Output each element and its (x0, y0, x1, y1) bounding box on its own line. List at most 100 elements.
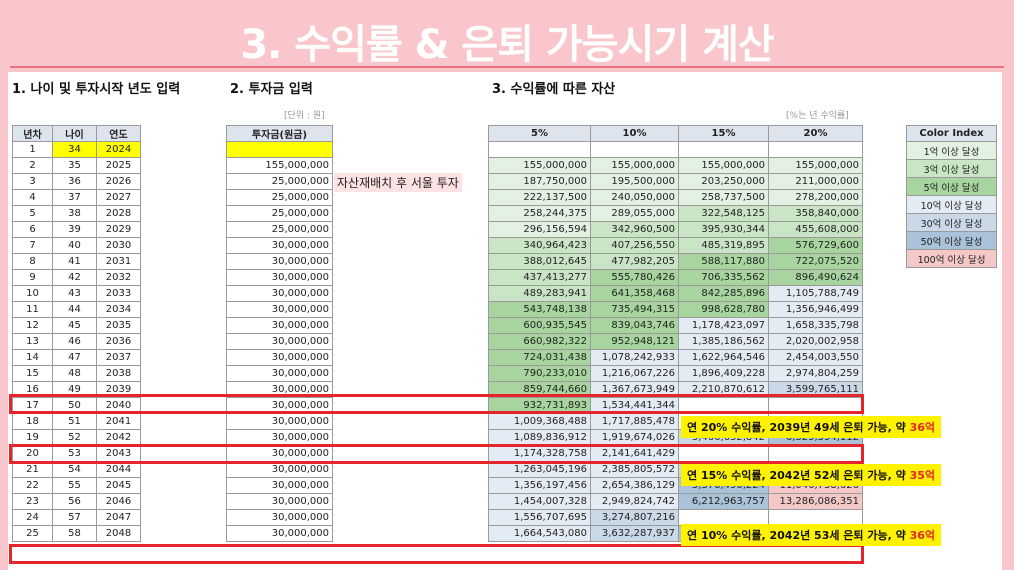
asset-cell-v15: 1,178,423,097 (678, 317, 769, 334)
section-2-title: 2. 투자금 입력 (230, 82, 313, 97)
age-cell: 42 (52, 269, 97, 286)
asset-cell-v20: 1,105,788,749 (768, 285, 863, 302)
year-index-cell: 24 (12, 509, 53, 526)
color-index-item: 50억 이상 달성 (906, 231, 997, 250)
table-row: 19 52 2042 (12, 429, 141, 446)
asset-cell-v5: 187,750,000 (488, 173, 591, 190)
table-row: 296,156,594 342,960,500 395,930,344 455,608… (488, 221, 863, 238)
asset-cell-v10: 477,982,205 (590, 253, 679, 270)
year-cell: 2047 (96, 509, 141, 526)
investment-cell: 30,000,000 (226, 365, 333, 382)
age-cell: 51 (52, 413, 97, 430)
age-cell: 56 (52, 493, 97, 510)
table-row: 13 46 2036 (12, 333, 141, 350)
asset-cell-v10: 342,960,500 (590, 221, 679, 238)
asset-cell-v10: 195,500,000 (590, 173, 679, 190)
asset-cell-v5: 724,031,438 (488, 349, 591, 366)
investment-cell: 155,000,000 (226, 157, 333, 174)
asset-cell-v5: 1,356,197,456 (488, 477, 591, 494)
table-row: 30,000,000 (226, 509, 333, 526)
asset-cell-v15 (678, 445, 769, 462)
color-index-row: 10억 이상 달성 (906, 195, 997, 214)
table-row: 1,174,328,758 2,141,641,429 (488, 445, 863, 462)
color-index-item: 3억 이상 달성 (906, 159, 997, 178)
year-index-cell: 10 (12, 285, 53, 302)
year-index-cell: 7 (12, 237, 53, 254)
year-cell: 2026 (96, 173, 141, 190)
investment-cell (226, 141, 333, 158)
asset-cell-v5: 296,156,594 (488, 221, 591, 238)
year-index-cell: 11 (12, 301, 53, 318)
asset-cell-v10: 3,274,807,216 (590, 509, 679, 526)
table-row: 25,000,000 (226, 205, 333, 222)
table-row: 155,000,000 155,000,000 155,000,000 155,000… (488, 157, 863, 174)
asset-cell-v5: 1,454,007,328 (488, 493, 591, 510)
col-header-age: 나이 (52, 125, 97, 142)
asset-cell-v5: 1,556,707,695 (488, 509, 591, 526)
table-row: 30,000,000 (226, 301, 333, 318)
asset-cell-v15: 2,210,870,612 (678, 381, 769, 398)
age-cell: 40 (52, 237, 97, 254)
age-cell: 44 (52, 301, 97, 318)
investment-cell: 30,000,000 (226, 333, 333, 350)
asset-cell-v10: 155,000,000 (590, 157, 679, 174)
asset-cell-v5: 1,009,368,488 (488, 413, 591, 430)
asset-cell-v10: 289,055,000 (590, 205, 679, 222)
investment-cell: 30,000,000 (226, 269, 333, 286)
year-cell: 2025 (96, 157, 141, 174)
color-index-row: 5억 이상 달성 (906, 177, 997, 196)
table-row: 6 39 2029 (12, 221, 141, 238)
asset-cell-v15: 588,117,880 (678, 253, 769, 270)
table-row: 24 57 2047 (12, 509, 141, 526)
table-row: 25,000,000 (226, 189, 333, 206)
highlight-20pct-row (9, 394, 864, 414)
asset-cell-v10: 2,385,805,572 (590, 461, 679, 478)
table-row (226, 141, 333, 158)
table-row: 30,000,000 (226, 237, 333, 254)
asset-cell-v5: 388,012,645 (488, 253, 591, 270)
asset-cell-v15: 6,212,963,757 (678, 493, 769, 510)
asset-cell-v5: 859,744,660 (488, 381, 591, 398)
investment-cell: 30,000,000 (226, 413, 333, 430)
table-row: 12 45 2035 (12, 317, 141, 334)
investment-cell: 30,000,000 (226, 493, 333, 510)
year-index-cell: 14 (12, 349, 53, 366)
investment-cell: 30,000,000 (226, 301, 333, 318)
year-cell: 2034 (96, 301, 141, 318)
table-row: 15 48 2038 (12, 365, 141, 382)
year-cell: 2048 (96, 525, 141, 542)
table-row: 258,244,375 289,055,000 322,548,125 358,840… (488, 205, 863, 222)
asset-cell-v15: 706,335,562 (678, 269, 769, 286)
asset-cell-v10: 1,717,885,478 (590, 413, 679, 430)
asset-cell-v10: 407,256,550 (590, 237, 679, 254)
investment-cell: 30,000,000 (226, 237, 333, 254)
year-cell: 2033 (96, 285, 141, 302)
asset-cell-v15: 395,930,344 (678, 221, 769, 238)
age-cell: 37 (52, 189, 97, 206)
asset-cell-v15: 1,622,964,546 (678, 349, 769, 366)
investment-cell: 30,000,000 (226, 349, 333, 366)
asset-cell-v20: 13,286,086,351 (768, 493, 863, 510)
col-header-year: 연도 (96, 125, 141, 142)
year-index-cell: 3 (12, 173, 53, 190)
table-row: 18 51 2041 (12, 413, 141, 430)
year-cell: 2027 (96, 189, 141, 206)
year-index-cell: 5 (12, 205, 53, 222)
asset-cell-v20: 1,356,946,499 (768, 301, 863, 318)
rate-unit-label: [%는 년 수익률] (786, 111, 849, 121)
asset-cell-v5: 790,233,010 (488, 365, 591, 382)
age-cell: 48 (52, 365, 97, 382)
table-row: 437,413,277 555,780,426 706,335,562 896,490… (488, 269, 863, 286)
table-row: 790,233,010 1,216,067,226 1,896,409,228 2,9… (488, 365, 863, 382)
asset-cell-v5: 222,137,500 (488, 189, 591, 206)
color-index-item: 100억 이상 달성 (906, 249, 997, 268)
table-row: 30,000,000 (226, 525, 333, 542)
table-row: 543,748,138 735,494,315 998,628,780 1,356,9… (488, 301, 863, 318)
year-index-cell: 1 (12, 141, 53, 158)
age-cell: 41 (52, 253, 97, 270)
table-row: 724,031,438 1,078,242,933 1,622,964,546 2,4… (488, 349, 863, 366)
year-cell: 2037 (96, 349, 141, 366)
asset-cell-v10: 240,050,000 (590, 189, 679, 206)
year-cell: 2024 (96, 141, 141, 158)
age-cell: 57 (52, 509, 97, 526)
